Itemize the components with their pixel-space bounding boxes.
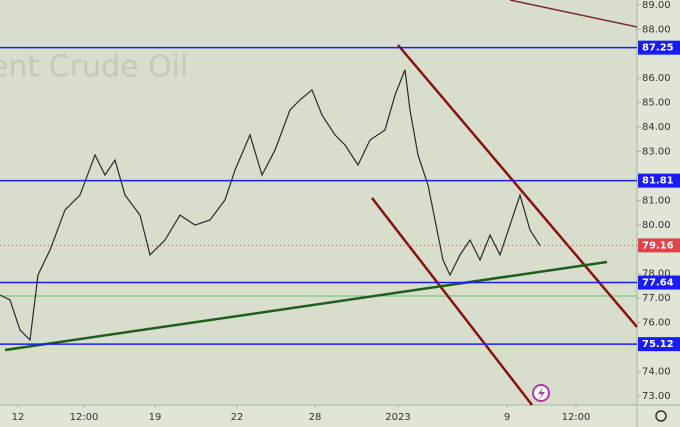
settings-icon[interactable] (655, 410, 667, 422)
y-tick-label: 74.00 (642, 367, 671, 378)
trend-line (509, 0, 638, 28)
channel-line (397, 44, 638, 328)
x-tick-label: 22 (231, 412, 244, 423)
y-tick-label: 80.00 (642, 220, 671, 231)
level-label-box (638, 40, 680, 55)
watermark: ent Crude Oil (0, 50, 188, 85)
x-tick-label: 2023 (385, 412, 410, 423)
event-icon-bolt (538, 387, 545, 400)
y-tick-label: 89.00 (642, 0, 671, 11)
y-tick-label: 76.00 (642, 318, 671, 329)
support-line (4, 260, 608, 352)
y-tick-label: 83.00 (642, 147, 671, 158)
level-label-box (638, 173, 680, 188)
level-label-box (638, 275, 680, 290)
x-tick-label: 12 (12, 412, 25, 423)
x-tick-label: 19 (149, 412, 162, 423)
price-axis (637, 0, 680, 427)
level-label: 81.81 (642, 176, 674, 187)
y-tick-label: 81.00 (642, 195, 671, 206)
last-price-box (638, 238, 680, 253)
x-tick-label: 12:00 (70, 412, 99, 423)
level-label-box (638, 337, 680, 352)
y-tick-label: 84.00 (642, 122, 671, 133)
y-tick-label: 85.00 (642, 98, 671, 109)
y-tick-label: 86.00 (642, 73, 671, 84)
level-label: 87.25 (642, 43, 674, 54)
y-tick-label: 78.00 (642, 269, 671, 280)
last-price-label: 79.16 (642, 240, 674, 251)
channel-line (371, 197, 533, 406)
level-label: 75.12 (642, 339, 674, 350)
level-label: 77.64 (642, 278, 674, 289)
x-tick-label: 9 (504, 412, 510, 423)
x-tick-label: 12:00 (562, 412, 591, 423)
y-tick-label: 88.00 (642, 24, 671, 35)
y-tick-label: 73.00 (642, 391, 671, 402)
y-tick-label: 77.00 (642, 293, 671, 304)
x-tick-label: 28 (309, 412, 322, 423)
price-line (0, 69, 541, 342)
time-axis (0, 405, 637, 427)
